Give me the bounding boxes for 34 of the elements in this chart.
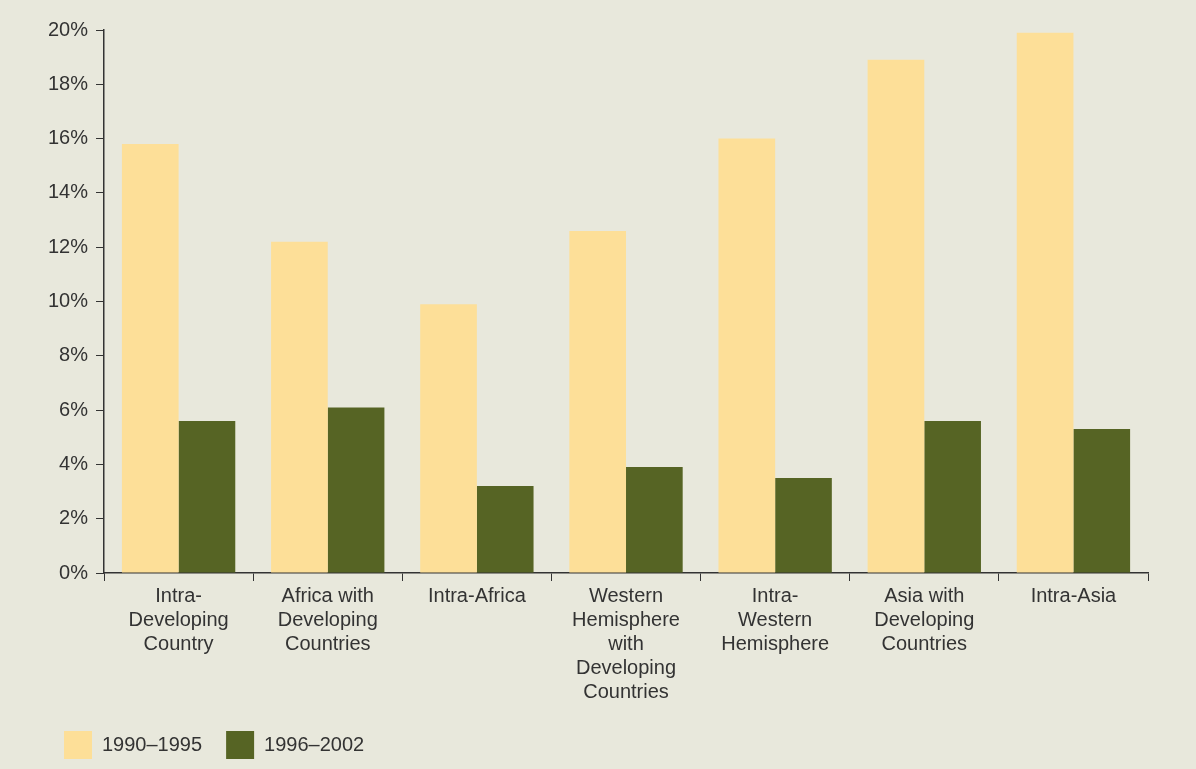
x-tick-label: Asia with Developing Countries xyxy=(874,583,975,654)
x-tick-label: Africa with Developing Countries xyxy=(277,583,378,654)
bar xyxy=(271,241,328,573)
bar xyxy=(626,467,683,573)
bar xyxy=(420,304,477,573)
y-tick-label: 16% xyxy=(48,126,89,149)
y-tick-label: 8% xyxy=(59,343,89,366)
legend-label: 1996–2002 xyxy=(264,732,365,755)
y-tick-label: 12% xyxy=(48,234,89,257)
y-tick-label: 4% xyxy=(59,451,89,474)
bar xyxy=(718,138,776,573)
bar xyxy=(569,230,627,573)
x-tick-label: Western Hemisphere with Developing Countries xyxy=(572,583,680,702)
y-tick-label: 18% xyxy=(48,71,89,94)
bar xyxy=(121,144,179,573)
x-tick-label: Intra-Developing Country xyxy=(128,583,229,654)
y-tick-label: 14% xyxy=(48,180,89,203)
bar xyxy=(476,486,534,573)
bar xyxy=(1073,429,1131,573)
y-tick-label: 20% xyxy=(48,17,89,40)
bar xyxy=(178,420,236,573)
y-tick-label: 10% xyxy=(48,289,89,312)
x-tick-label: Intra-Africa xyxy=(427,583,527,606)
y-tick-label: 0% xyxy=(59,560,89,583)
bar xyxy=(1016,32,1074,573)
y-tick-label: 6% xyxy=(59,397,89,420)
x-tick-label: Intra-Asia xyxy=(1030,583,1118,606)
x-tick-label: Intra-Western Hemisphere xyxy=(721,583,830,654)
bar xyxy=(924,420,981,573)
bar xyxy=(867,59,925,573)
legend-label: 1990–1995 xyxy=(102,732,203,755)
bar xyxy=(327,407,385,573)
bar xyxy=(775,477,832,573)
y-tick-label: 2% xyxy=(59,506,89,529)
